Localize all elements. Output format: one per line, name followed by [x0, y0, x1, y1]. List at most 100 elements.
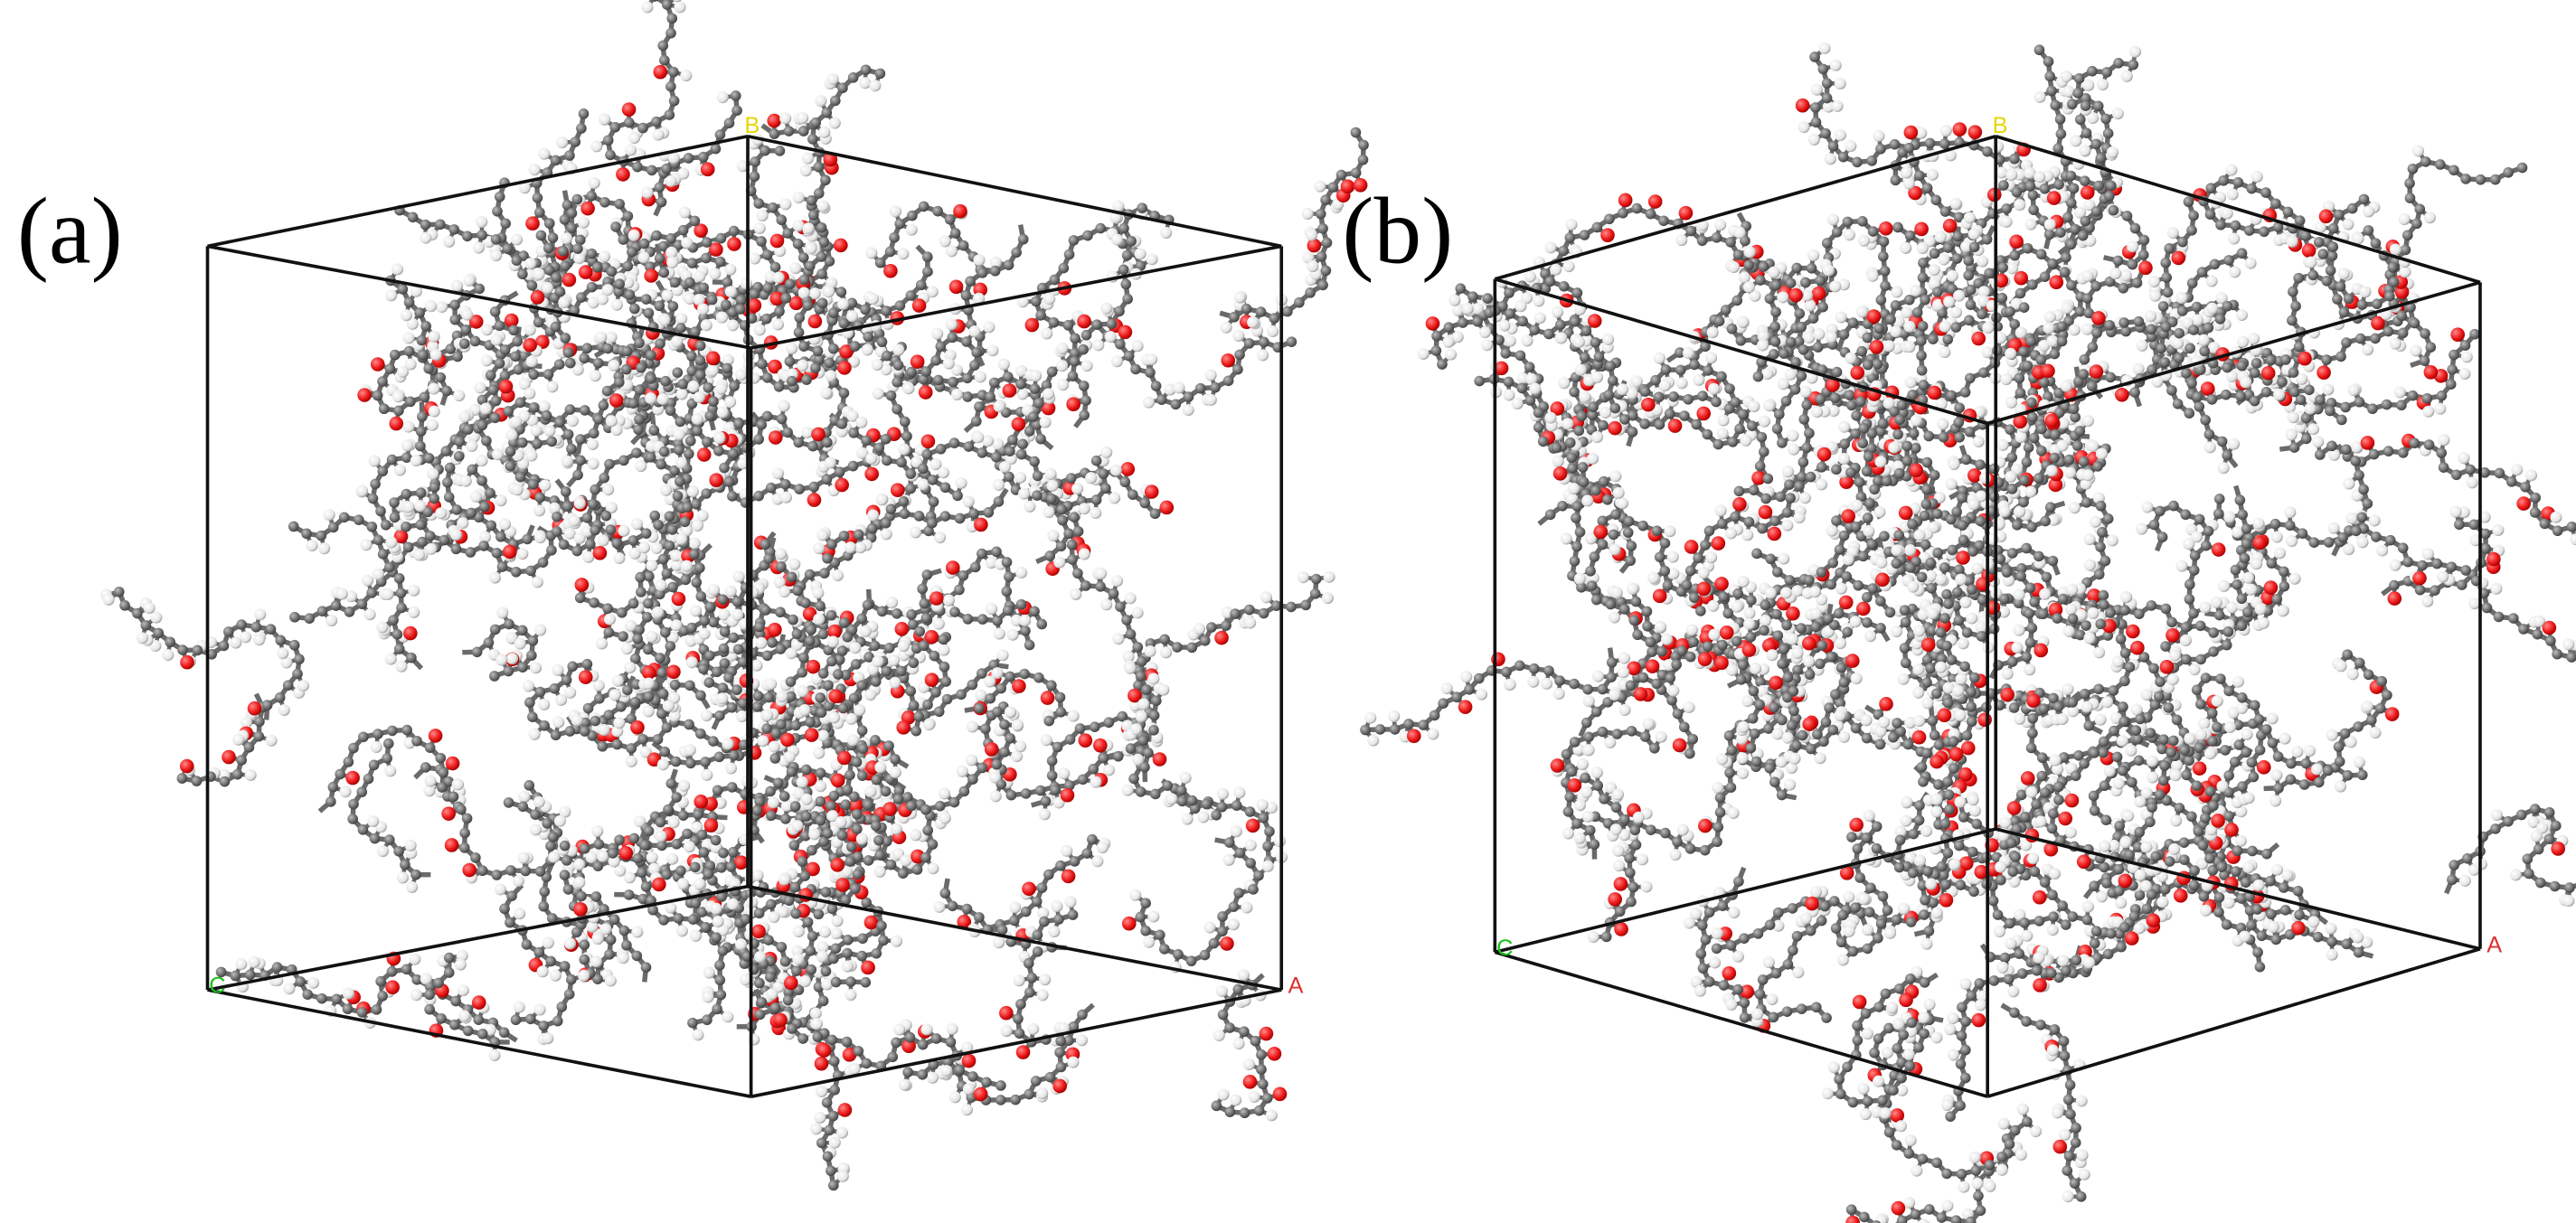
carbon-atom [443, 967, 455, 978]
hydrogen-atom [835, 1126, 848, 1139]
hydrogen-atom [342, 987, 354, 1000]
hydrogen-atom [1056, 342, 1069, 354]
carbon-atom [641, 612, 653, 623]
carbon-atom [842, 935, 854, 945]
carbon-atom [546, 544, 557, 556]
carbon-atom [856, 725, 868, 737]
oxygen-atom [525, 216, 540, 231]
hydrogen-atom [425, 542, 438, 555]
carbon-atom [902, 1067, 913, 1077]
oxygen-atom [471, 995, 486, 1010]
carbon-atom [452, 351, 463, 362]
carbon-atom [460, 324, 472, 335]
hydrogen-atom [474, 381, 486, 394]
carbon-atom [512, 335, 524, 347]
carbon-atom [537, 557, 549, 568]
carbon-atom [1034, 785, 1046, 796]
hydrogen-atom [753, 221, 766, 235]
carbon-atom [219, 776, 231, 787]
carbon-atom [499, 370, 511, 381]
carbon-atom [302, 989, 314, 1001]
hydrogen-atom [514, 637, 526, 650]
carbon-atom [1004, 471, 1014, 483]
hydrogen-atom [670, 619, 683, 632]
oxygen-atom [727, 237, 741, 251]
carbon-atom [871, 947, 882, 959]
carbon-atom [316, 993, 327, 1004]
carbon-atom [424, 531, 436, 541]
hydrogen-atom [232, 733, 245, 746]
carbon-atom [367, 493, 379, 504]
hydrogen-atom [749, 252, 761, 265]
carbon-atom [1149, 508, 1161, 520]
carbon-atom [989, 265, 1001, 277]
carbon-atom [356, 598, 368, 610]
hydrogen-atom [709, 268, 722, 280]
hydrogen-atom [363, 608, 376, 621]
carbon-atom [295, 976, 306, 987]
hydrogen-atom [816, 1085, 828, 1098]
hydrogen-atom [488, 1049, 501, 1061]
carbon-atom [526, 650, 537, 661]
carbon-atom [701, 237, 712, 248]
carbon-atom [331, 993, 343, 1005]
carbon-atom [436, 1012, 447, 1024]
carbon-atom [578, 108, 590, 119]
carbon-atom [1068, 235, 1080, 246]
carbon-atom [1119, 476, 1131, 488]
carbon-atom [842, 947, 853, 959]
carbon-atom [1231, 800, 1242, 811]
carbon-atom [473, 1014, 485, 1025]
hydrogen-atom [1024, 500, 1036, 513]
carbon-atom [439, 534, 450, 546]
carbon-atom [1003, 259, 1014, 270]
carbon-atom [375, 975, 386, 987]
carbon-atom [754, 1009, 766, 1021]
carbon-atom [254, 716, 265, 728]
carbon-atom [496, 561, 508, 572]
carbon-atom [402, 541, 414, 553]
carbon-atom [491, 548, 503, 559]
carbon-atom [330, 600, 342, 611]
carbon-atom [371, 1004, 382, 1015]
carbon-atom [1035, 309, 1046, 321]
carbon-atom [570, 136, 581, 147]
carbon-atom [878, 935, 889, 946]
carbon-atom [522, 533, 533, 545]
hydrogen-atom [393, 464, 407, 476]
carbon-atom [495, 531, 506, 542]
hydrogen-atom [409, 953, 421, 965]
carbon-atom [1031, 896, 1043, 908]
oxygen-atom [837, 1103, 853, 1117]
carbon-atom [517, 662, 528, 673]
carbon-atom [1262, 841, 1273, 851]
carbon-atom [504, 618, 514, 630]
hydrogen-atom [534, 532, 547, 544]
carbon-atom [773, 381, 785, 392]
carbon-atom [538, 900, 550, 912]
carbon-atom [1036, 882, 1048, 893]
carbon-atom [244, 969, 256, 981]
carbon-atom [471, 646, 483, 658]
hydrogen-atom [1256, 798, 1269, 811]
hydrogen-atom [499, 518, 512, 531]
carbon-atom [1044, 1071, 1056, 1083]
carbon-atom [489, 306, 501, 317]
hydrogen-atom [397, 365, 410, 378]
carbon-atom [727, 846, 739, 858]
carbon-atom [581, 343, 593, 354]
hydrogen-atom [1096, 842, 1109, 854]
hydrogen-atom [449, 529, 463, 541]
carbon-atom [316, 606, 328, 616]
carbon-atom [380, 519, 392, 531]
carbon-atom [817, 995, 829, 1007]
carbon-atom [856, 950, 868, 962]
hydrogen-atom [458, 1010, 471, 1022]
carbon-atom [230, 970, 241, 982]
carbon-atom [384, 363, 396, 374]
carbon-atom [614, 198, 625, 210]
carbon-atom [366, 588, 377, 598]
carbon-atom [401, 964, 412, 975]
carbon-atom [605, 934, 617, 945]
carbon-atom [469, 335, 481, 347]
